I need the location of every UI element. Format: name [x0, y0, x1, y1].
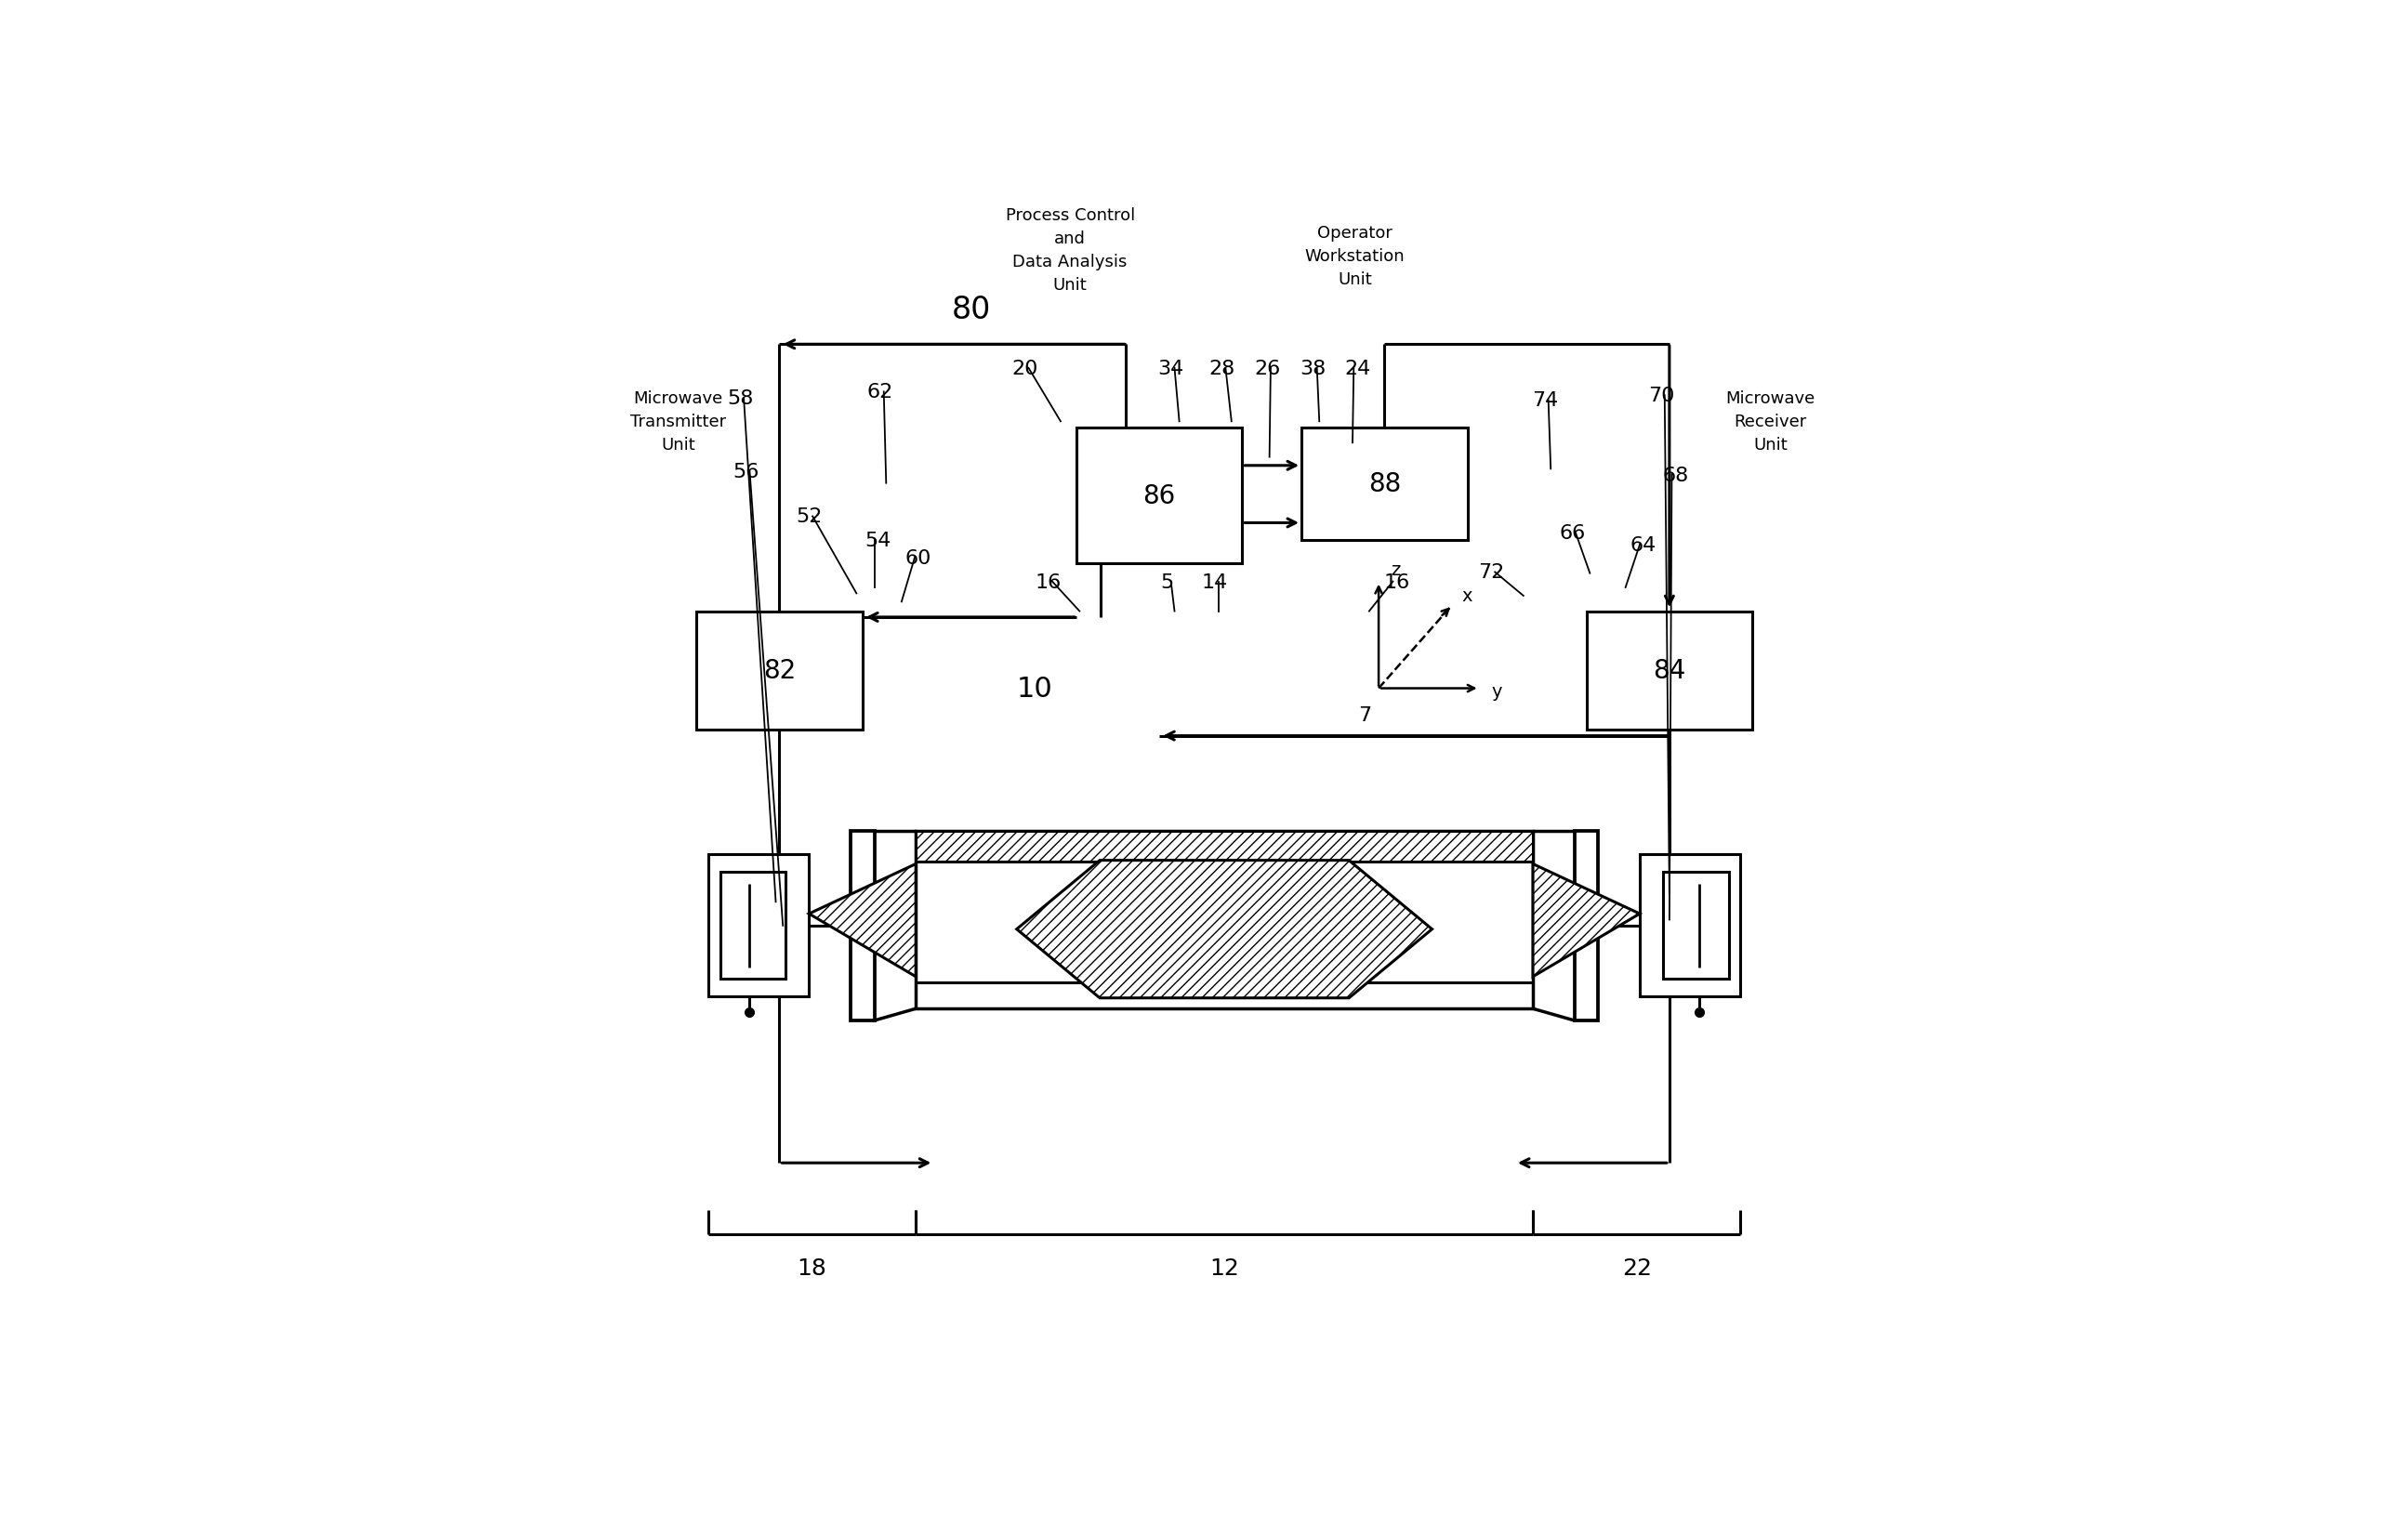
- Bar: [1075, 428, 1242, 564]
- Text: 10: 10: [1015, 676, 1054, 702]
- Bar: [1574, 832, 1598, 1021]
- Polygon shape: [1018, 861, 1431, 998]
- Text: 20: 20: [1013, 359, 1039, 377]
- Bar: [1586, 611, 1754, 730]
- Text: 18: 18: [798, 1257, 827, 1278]
- Bar: [719, 873, 786, 979]
- Bar: [695, 611, 862, 730]
- Text: 82: 82: [762, 658, 796, 684]
- Text: 70: 70: [1648, 387, 1675, 405]
- Text: 5: 5: [1161, 573, 1173, 591]
- Bar: [1302, 428, 1467, 541]
- Text: 86: 86: [1142, 484, 1175, 510]
- Text: 7: 7: [1357, 705, 1371, 724]
- Text: 38: 38: [1300, 359, 1326, 377]
- Text: 66: 66: [1560, 524, 1586, 542]
- Text: z: z: [1390, 562, 1400, 579]
- Text: 72: 72: [1479, 564, 1505, 582]
- Text: x: x: [1462, 587, 1472, 605]
- Text: y: y: [1491, 682, 1503, 701]
- Bar: [707, 855, 810, 996]
- Text: 60: 60: [905, 550, 932, 568]
- Text: 14: 14: [1202, 573, 1228, 591]
- Text: 22: 22: [1622, 1257, 1651, 1278]
- Text: Operator
Workstation
Unit: Operator Workstation Unit: [1304, 225, 1405, 288]
- Text: 56: 56: [733, 462, 760, 480]
- Text: 26: 26: [1254, 359, 1281, 377]
- Bar: [850, 832, 874, 1021]
- Text: Microwave
Receiver
Unit: Microwave Receiver Unit: [1725, 390, 1816, 454]
- Text: 68: 68: [1663, 467, 1689, 485]
- Text: 52: 52: [796, 508, 822, 527]
- Text: 84: 84: [1653, 658, 1687, 684]
- Text: 64: 64: [1629, 536, 1656, 554]
- Text: 88: 88: [1369, 471, 1400, 497]
- Text: 24: 24: [1345, 359, 1371, 377]
- Text: 54: 54: [865, 531, 891, 550]
- Text: 58: 58: [726, 390, 753, 408]
- Text: 28: 28: [1209, 359, 1235, 377]
- Text: Microwave
Transmitter
Unit: Microwave Transmitter Unit: [631, 390, 726, 454]
- Text: Process Control
and
Data Analysis
Unit: Process Control and Data Analysis Unit: [1006, 206, 1135, 293]
- Polygon shape: [810, 864, 915, 976]
- Bar: [1639, 855, 1742, 996]
- Text: 34: 34: [1159, 359, 1185, 377]
- Bar: [915, 832, 1534, 1009]
- Polygon shape: [1534, 864, 1639, 976]
- Bar: [915, 832, 1534, 862]
- Bar: [1663, 873, 1730, 979]
- Text: 16: 16: [1383, 573, 1410, 591]
- Text: 16: 16: [1034, 573, 1061, 591]
- Text: 12: 12: [1209, 1257, 1240, 1278]
- Text: 80: 80: [951, 294, 991, 325]
- Text: 74: 74: [1531, 391, 1558, 410]
- Text: 62: 62: [867, 383, 893, 402]
